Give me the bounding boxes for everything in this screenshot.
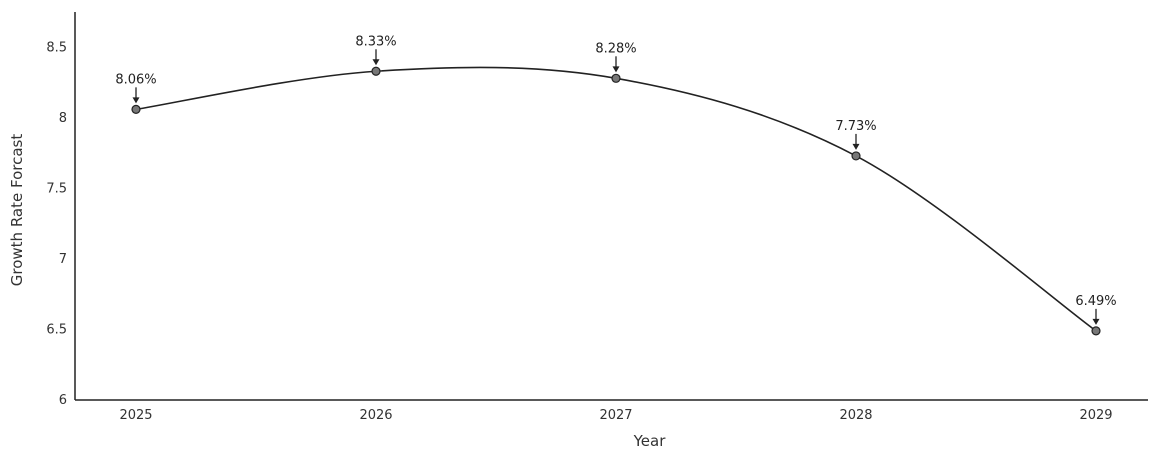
label-arrowhead <box>132 97 140 104</box>
y-tick-label: 8.5 <box>46 40 67 55</box>
data-point <box>371 66 381 76</box>
data-label: 7.73% <box>835 119 876 134</box>
x-tick-label: 2026 <box>359 408 392 423</box>
data-label: 6.49% <box>1075 294 1116 309</box>
x-tick-label: 2025 <box>119 408 152 423</box>
y-tick-label: 7 <box>59 252 67 267</box>
y-tick-label: 6 <box>59 393 67 408</box>
y-tick-label: 7.5 <box>46 181 67 196</box>
x-axis-title: Year <box>633 432 667 450</box>
series-line <box>135 66 1097 332</box>
x-tick-label: 2028 <box>839 408 872 423</box>
data-label: 8.06% <box>115 72 156 87</box>
x-tick-labels: 2025 2026 2027 2028 2029 <box>119 408 1112 423</box>
data-point <box>611 73 621 83</box>
label-arrowhead <box>1092 318 1100 325</box>
data-label: 8.28% <box>595 41 636 56</box>
data-point <box>1091 326 1101 336</box>
y-axis-title: Growth Rate Forcast <box>8 134 26 287</box>
x-tick-label: 2027 <box>599 408 632 423</box>
data-labels: 8.06% 8.33% 8.28% 7.73% 6.49% <box>115 34 1117 325</box>
y-tick-label: 8 <box>59 111 67 126</box>
axes <box>74 12 1148 401</box>
series <box>131 66 1101 336</box>
y-tick-labels: 6 6.5 7 7.5 8 8.5 <box>46 40 67 408</box>
label-arrowhead <box>612 66 620 73</box>
y-tick-label: 6.5 <box>46 322 67 337</box>
label-arrowhead <box>372 59 380 66</box>
data-label: 8.33% <box>355 34 396 49</box>
label-arrowhead <box>852 143 860 150</box>
x-tick-label: 2029 <box>1079 408 1112 423</box>
data-point <box>851 151 861 161</box>
data-point <box>131 104 141 114</box>
